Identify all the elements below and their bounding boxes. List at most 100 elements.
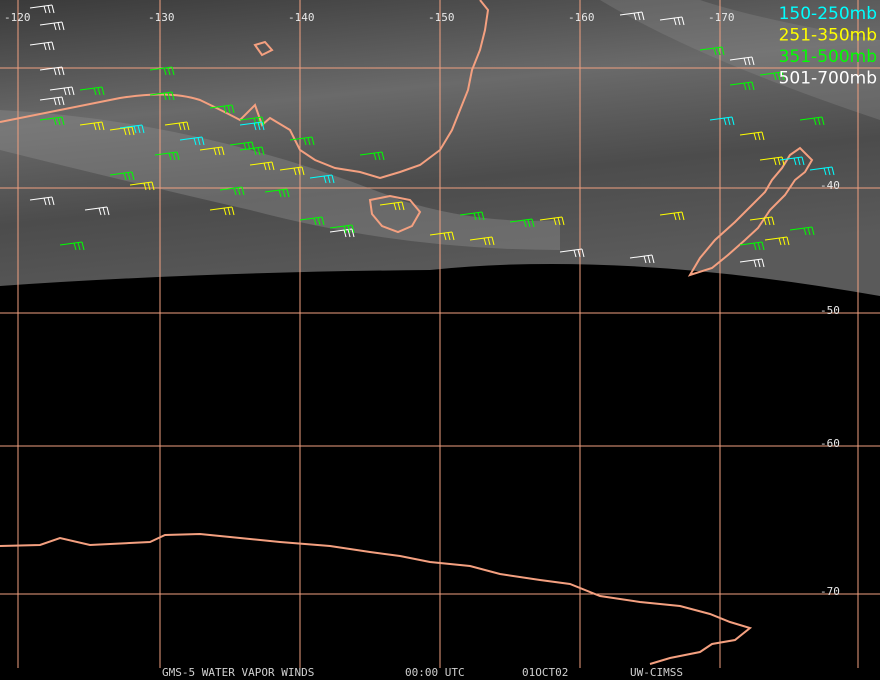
- wind-barb: [109, 171, 135, 181]
- barb-flag: [186, 121, 190, 131]
- wind-barb: [709, 116, 735, 126]
- barb-flag: [101, 121, 105, 131]
- barb-flag: [778, 237, 782, 246]
- longitude-label: -150: [428, 11, 455, 24]
- barb-flag: [57, 67, 61, 76]
- barb-flag: [483, 237, 487, 246]
- barb-flag: [43, 197, 47, 206]
- wind-barb: [179, 136, 205, 146]
- wind-barb: [164, 121, 190, 131]
- longitude-label: -120: [4, 11, 31, 24]
- moisture-band: [0, 110, 560, 250]
- barb-flag: [93, 87, 97, 96]
- footer-text: UW-CIMSS: [630, 666, 683, 679]
- barb-flag: [278, 189, 282, 198]
- barb-flag: [747, 57, 751, 66]
- barb-flag: [102, 207, 106, 216]
- barb-flag: [347, 225, 351, 234]
- wind-barb: [809, 166, 835, 176]
- barb-flag: [97, 87, 101, 96]
- barb-flag: [147, 182, 151, 191]
- longitude-label: -160: [568, 11, 595, 24]
- wind-barb: [509, 218, 535, 228]
- barb-flag: [677, 17, 681, 26]
- footer-text: 00:00 UTC: [405, 666, 465, 679]
- barb-flag: [751, 81, 755, 91]
- wind-barb: [539, 216, 565, 226]
- barb-flag: [651, 254, 655, 264]
- barb-flag: [343, 229, 347, 238]
- barb-flag: [61, 21, 65, 31]
- footer-text: GMS-5 WATER VAPOR WINDS: [162, 666, 314, 679]
- barb-flag: [253, 147, 257, 156]
- barb-flag: [81, 241, 85, 251]
- barb-flag: [286, 188, 290, 198]
- barb-flag: [327, 175, 331, 184]
- barb-flag: [231, 104, 235, 114]
- wind-barb: [49, 86, 75, 96]
- barb-flag: [57, 117, 61, 126]
- barb-flag: [182, 122, 186, 131]
- barb-flag: [253, 122, 257, 131]
- barb-flag: [681, 16, 685, 26]
- barb-flag: [127, 127, 131, 136]
- wind-barb: [309, 174, 335, 184]
- wind-barb: [759, 71, 785, 81]
- barb-flag: [763, 217, 767, 226]
- antarctica-coast: [0, 532, 753, 665]
- australia-coast: [0, 0, 490, 180]
- barb-flag: [557, 217, 561, 226]
- barb-flag: [237, 187, 241, 196]
- barb-flag: [303, 137, 307, 146]
- wind-barb: [329, 228, 355, 238]
- wind-barb: [39, 96, 65, 106]
- barb-flag: [827, 167, 831, 176]
- wind-barb: [239, 146, 265, 156]
- barb-flag: [257, 147, 261, 156]
- wind-barb: [469, 236, 495, 246]
- barb-flag: [271, 161, 275, 171]
- barb-flag: [172, 152, 176, 161]
- barb-flag: [761, 258, 765, 268]
- barb-flag: [93, 122, 97, 131]
- barb-flag: [581, 248, 585, 258]
- barb-flag: [821, 116, 825, 126]
- wind-barb: [699, 46, 725, 56]
- wind-barb: [29, 41, 55, 51]
- barb-flag: [317, 217, 321, 226]
- tasmania-coast: [368, 194, 422, 234]
- barb-flag: [123, 172, 127, 181]
- barb-flag: [643, 255, 647, 264]
- wind-barb: [299, 216, 325, 226]
- barb-flag: [753, 259, 757, 268]
- barb-flag: [717, 47, 721, 56]
- barb-flag: [777, 72, 781, 81]
- wind-barb: [199, 146, 225, 156]
- barb-flag: [713, 47, 717, 56]
- barb-flag: [51, 4, 55, 14]
- barb-flag: [393, 202, 397, 211]
- wind-barb: [109, 126, 135, 136]
- barb-flag: [293, 167, 297, 176]
- barb-flag: [47, 5, 51, 14]
- wind-barb: [279, 166, 305, 176]
- barb-flag: [757, 259, 761, 268]
- barb-flag: [163, 67, 167, 76]
- barb-flag: [753, 132, 757, 141]
- barb-flag: [481, 211, 485, 221]
- barb-flag: [43, 42, 47, 51]
- barb-flag: [221, 146, 225, 156]
- barb-flag: [673, 212, 677, 221]
- labels: -120 -130 -140 -150 -160 -170 -40 -50 -60 -70 150-…: [4, 4, 877, 679]
- wind-barb: [659, 211, 685, 221]
- barb-flag: [807, 227, 811, 236]
- longitude-label: -170: [708, 11, 735, 24]
- barb-flag: [217, 147, 221, 156]
- barb-flag: [771, 216, 775, 226]
- barb-flag: [71, 86, 75, 96]
- barb-flag: [401, 201, 405, 211]
- barb-flag: [282, 189, 286, 198]
- latitude-label: -50: [820, 304, 840, 317]
- barb-flag: [77, 242, 81, 251]
- barb-flag: [297, 167, 301, 176]
